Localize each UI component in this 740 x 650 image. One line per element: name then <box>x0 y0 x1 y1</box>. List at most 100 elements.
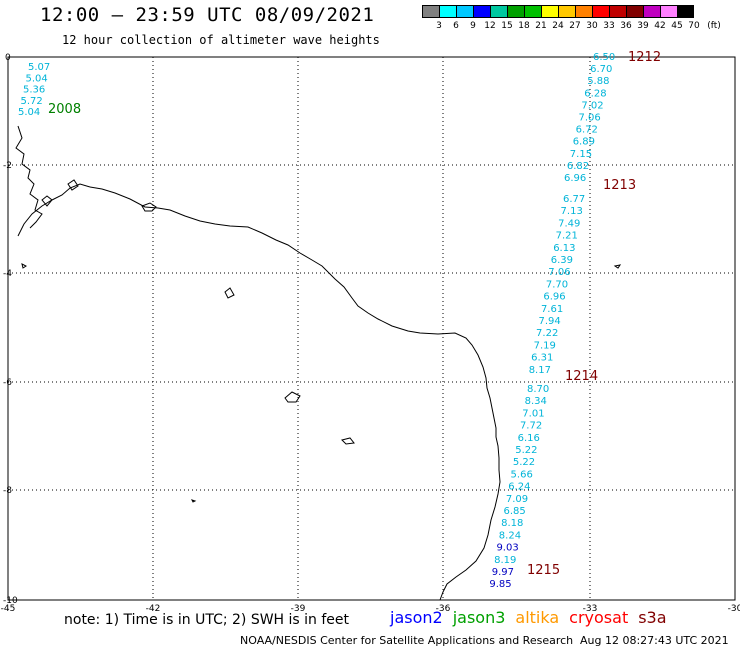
axis-labels: -45 -42 -39 -36 -33 -30 0 -2 -4 -6 -8 -10 <box>1 53 740 614</box>
wave-height-value: 5.72 <box>21 96 43 107</box>
wave-height-value: 5.04 <box>18 107 40 118</box>
wave-height-value: 8.34 <box>525 396 547 407</box>
map-frame <box>7 56 736 601</box>
wave-height-value: 7.61 <box>541 304 563 315</box>
legend-swatch <box>592 5 609 18</box>
legend-label: 6 <box>453 21 459 31</box>
legend-swatch <box>609 5 626 18</box>
legend-label: 33 <box>603 21 615 31</box>
track-time-label: 2008 <box>48 102 81 117</box>
wave-height-values: 5.075.045.365.725.04 20086.506.705.886.28… <box>18 50 661 590</box>
wave-height-value: 6.39 <box>551 255 573 266</box>
wave-height-value: 7.19 <box>534 340 556 351</box>
legend-swatch <box>575 5 592 18</box>
wave-height-value: 6.28 <box>584 88 606 99</box>
legend-unit: (ft) <box>707 21 721 31</box>
wave-height-color-legend <box>422 5 694 18</box>
wave-height-value: 7.21 <box>556 231 578 242</box>
legend-label: 39 <box>637 21 649 31</box>
satellite-label: jason3 <box>452 608 506 627</box>
legend-label: 18 <box>518 21 530 31</box>
wave-height-value: 7.13 <box>561 206 583 217</box>
wave-height-value: 5.22 <box>513 457 535 468</box>
wave-height-value: 6.85 <box>504 506 526 517</box>
coastline <box>15 125 622 601</box>
legend-label: 9 <box>470 21 476 31</box>
satellite-label: altika <box>515 608 560 627</box>
wave-height-value: 7.06 <box>548 267 570 278</box>
wave-height-value: 7.70 <box>546 279 568 290</box>
legend-swatch <box>422 5 439 18</box>
legend-label: 27 <box>569 21 581 31</box>
island-5 <box>613 264 622 269</box>
wave-height-value: 7.94 <box>539 316 561 327</box>
footer-note: note: 1) Time is in UTC; 2) SWH is in fe… <box>64 612 350 628</box>
legend-swatch <box>456 5 473 18</box>
x-tick-label: -42 <box>146 604 161 614</box>
legend-label: 30 <box>586 21 598 31</box>
island-7 <box>21 263 27 269</box>
track-time-label: 1213 <box>603 178 636 193</box>
satellite-label: jason2 <box>390 608 443 627</box>
wave-height-value: 8.17 <box>529 365 551 376</box>
wave-height-value: 8.70 <box>527 384 549 395</box>
legend-swatch <box>558 5 575 18</box>
legend-label: 21 <box>535 21 547 31</box>
wave-height-value: 5.07 <box>28 62 50 73</box>
x-tick-label: -36 <box>436 604 451 614</box>
wave-height-value: 6.31 <box>531 353 553 364</box>
wave-height-value: 6.50 <box>593 52 615 63</box>
wave-height-value: 6.96 <box>564 173 586 184</box>
wave-height-value: 8.19 <box>494 555 516 566</box>
wave-height-value: 6.77 <box>563 194 585 205</box>
wave-height-value: 6.13 <box>553 243 575 254</box>
legend-swatch <box>490 5 507 18</box>
footer-credit: NOAA/NESDIS Center for Satellite Applica… <box>240 634 574 647</box>
wave-height-value: 5.36 <box>23 85 45 96</box>
x-tick-label: -33 <box>583 604 598 614</box>
y-tick-label: 0 <box>5 53 11 63</box>
legend-swatch <box>507 5 524 18</box>
track-time-label: 1212 <box>628 50 661 65</box>
legend-swatch <box>439 5 456 18</box>
y-tick-label: -2 <box>3 161 12 171</box>
satellite-legend: jason2 jason3 altika cryosat s3a <box>390 608 677 627</box>
wave-height-value: 7.01 <box>522 408 544 419</box>
wave-height-value: 7.22 <box>536 328 558 339</box>
coastline-islet-a <box>41 195 53 207</box>
x-tick-label: -39 <box>291 604 306 614</box>
coastline-north-inlet <box>15 125 43 229</box>
island-1 <box>141 202 157 212</box>
island-3 <box>284 391 301 403</box>
wave-height-value: 6.89 <box>573 137 595 148</box>
coastline-main <box>89 186 501 601</box>
wave-height-value: 8.18 <box>501 518 523 529</box>
wave-height-value: 7.02 <box>581 100 603 111</box>
wave-height-value: 9.03 <box>496 543 518 554</box>
map-title: 12:00 – 23:59 UTC 08/09/2021 <box>40 4 375 26</box>
legend-swatch <box>643 5 660 18</box>
wave-height-value: 6.16 <box>518 433 540 444</box>
track-time-label: 1215 <box>527 563 560 578</box>
wave-height-value: 6.72 <box>576 125 598 136</box>
wave-height-value: 9.85 <box>489 579 511 590</box>
legend-label: 42 <box>654 21 666 31</box>
track-time-label: 1214 <box>565 369 598 384</box>
wave-height-value: 9.97 <box>492 567 514 578</box>
legend-swatch <box>473 5 490 18</box>
coastline-islet-b <box>67 179 79 191</box>
legend-swatch <box>677 5 694 18</box>
wave-height-value: 7.15 <box>570 149 592 160</box>
satellite-label: s3a <box>638 608 667 627</box>
wave-height-value: 7.49 <box>558 218 580 229</box>
y-tick-label: -6 <box>3 378 12 388</box>
wave-height-value: 5.66 <box>511 469 533 480</box>
y-tick-label: -10 <box>3 596 18 606</box>
legend-label: 36 <box>620 21 632 31</box>
legend-swatch <box>541 5 558 18</box>
wave-height-value: 7.09 <box>506 494 528 505</box>
island-2 <box>224 287 235 299</box>
island-6 <box>191 499 197 503</box>
wave-height-value: 6.96 <box>543 292 565 303</box>
